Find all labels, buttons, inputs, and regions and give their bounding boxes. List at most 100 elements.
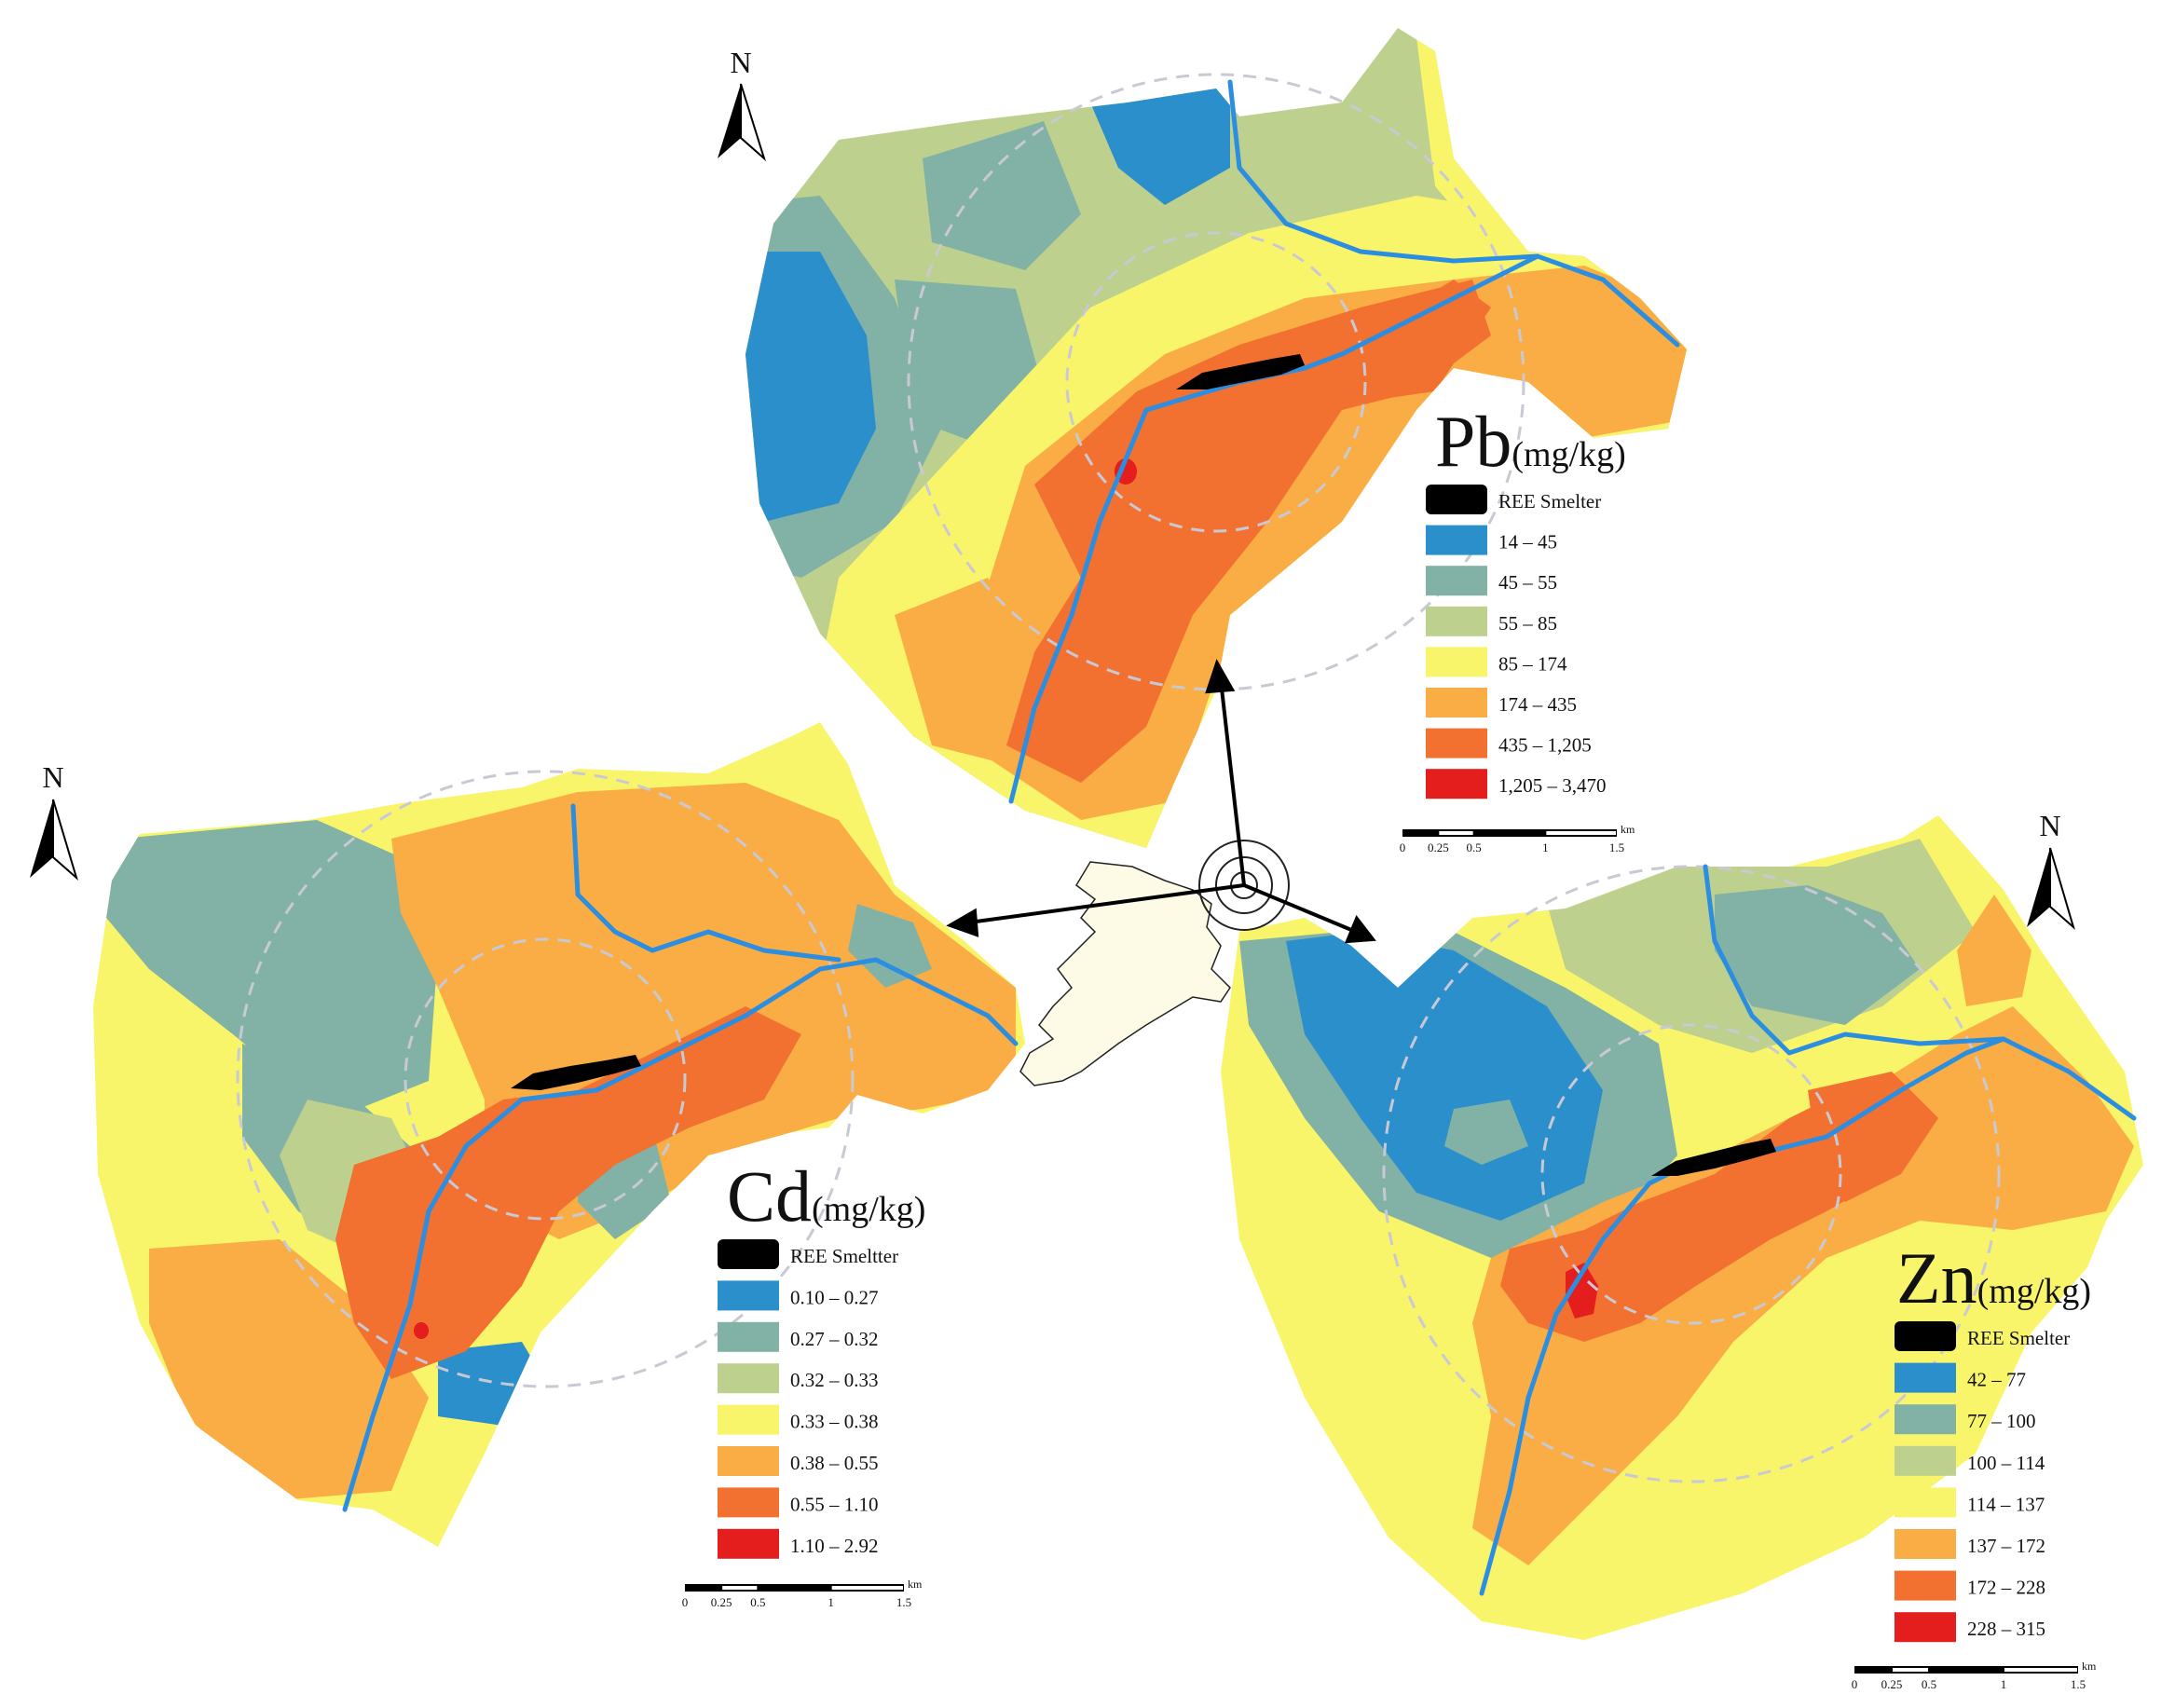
pb-legend-swatch-1 — [1426, 525, 1487, 555]
zn-legend: Zn(mg/kg) REE Smelter 42 – 77 77 – 100 100 … — [1852, 1237, 2097, 1691]
zn-zone-orange — [1472, 1006, 2134, 1565]
cd-scalebar-tick-0: 0 — [682, 1595, 689, 1609]
pb-zone-dark-orange — [1006, 280, 1491, 783]
pb-scalebar-unit: km — [1621, 823, 1635, 836]
pb-legend-label-6: 435 – 1,205 — [1498, 734, 1592, 757]
cd-scalebar-tick-3: 1 — [828, 1595, 834, 1609]
zn-zone-blue — [1286, 932, 1603, 1221]
zn-legend-label-7: 228 – 315 — [1967, 1618, 2045, 1640]
cd-ring-inner — [404, 937, 687, 1221]
zn-scalebar-unit: km — [2082, 1660, 2097, 1673]
zn-legend-swatch-7 — [1895, 1612, 1956, 1643]
cd-scalebar — [685, 1584, 904, 1592]
pb-legend-label-2: 45 – 55 — [1498, 571, 1557, 594]
cd-legend-swatch-4 — [718, 1404, 779, 1435]
zn-north-arrow: N — [2027, 809, 2075, 931]
cd-legend-swatch-7 — [718, 1528, 779, 1559]
cd-legend-element: Cd(mg/kg) — [727, 1155, 925, 1237]
zn-legend-label-6: 172 – 228 — [1967, 1577, 2045, 1599]
pb-zone-north-blue — [1090, 75, 1230, 205]
cd-river-north — [570, 803, 841, 963]
cd-legend-label-2: 0.27 – 0.32 — [790, 1328, 879, 1350]
arrow-to-pb-line — [1219, 679, 1246, 886]
arrow-to-cd-icon — [946, 908, 979, 937]
pb-north-arrow: N — [718, 46, 767, 162]
zn-legend-swatch-2 — [1895, 1404, 1956, 1435]
pb-distribution-map: N Pb(mg/kg) REE Smelter 14 – 45 45 – 55 55 … — [718, 28, 1687, 854]
zn-zone-hotspot — [1566, 1263, 1598, 1319]
pb-legend-swatch-3 — [1426, 606, 1487, 636]
cd-legend-label-6: 0.55 – 1.10 — [790, 1493, 879, 1515]
zn-scalebar-segment-1 — [2004, 1668, 2077, 1672]
zn-legend-swatch-1 — [1895, 1362, 1956, 1393]
pb-zone-north-teal — [923, 121, 1081, 270]
cd-legend-label-7: 1.10 – 2.92 — [790, 1535, 879, 1557]
zn-scalebar-segment-0 — [1893, 1668, 1928, 1672]
cd-legend-swatch-6 — [718, 1487, 779, 1518]
zn-legend-label-3: 100 – 114 — [1967, 1452, 2045, 1474]
pb-legend-label-0: REE Smelter — [1498, 490, 1601, 512]
pb-buffer-rings — [907, 73, 1525, 691]
arrow-to-zn-icon — [1344, 915, 1376, 944]
zn-legend-swatch-6 — [1895, 1570, 1956, 1601]
zn-scalebar — [1854, 1666, 2078, 1674]
pb-legend: Pb(mg/kg) REE Smelter 14 – 45 45 – 55 55 – … — [1400, 401, 1635, 854]
cd-zone-west-teal — [103, 820, 438, 1118]
cd-legend-swatch-5 — [718, 1446, 779, 1476]
pb-scalebar-tick-2: 0.5 — [1467, 840, 1482, 854]
zn-legend-element: Zn(mg/kg) — [1896, 1237, 2091, 1319]
zn-ree-smelter-polygon — [1651, 1139, 1776, 1176]
cd-zone-hotspot — [414, 1322, 429, 1339]
zn-scalebar-tick-2: 0.5 — [1922, 1677, 1936, 1691]
cd-north-arrow: N — [30, 760, 78, 881]
pb-legend-swatch-2 — [1426, 566, 1487, 596]
cd-ring-middle — [236, 770, 855, 1388]
zn-ring-middle — [1382, 865, 2001, 1483]
cd-zone-teal-north — [848, 904, 932, 988]
zn-zone-teal-pond — [1444, 1100, 1528, 1165]
cd-north-label: N — [42, 760, 63, 794]
arrow-to-cd-line — [968, 883, 1245, 924]
cd-legend-label-4: 0.33 – 0.38 — [790, 1411, 879, 1433]
pb-legend-swatch-4 — [1426, 647, 1487, 677]
zn-buffer-rings — [1382, 865, 2001, 1483]
pb-north-arrow-icon-half — [740, 83, 767, 162]
locator-ring-outer — [1198, 840, 1290, 931]
zn-legend-swatch-5 — [1895, 1529, 1956, 1559]
cd-scalebar-unit: km — [908, 1578, 923, 1591]
zn-legend-swatch-4 — [1895, 1487, 1956, 1518]
pb-legend-swatch-7 — [1426, 769, 1487, 799]
cd-legend-label-1: 0.10 – 0.27 — [790, 1286, 879, 1308]
pb-scalebar-tick-0: 0 — [1400, 840, 1406, 854]
zn-scalebar-tick-1: 0.25 — [1881, 1677, 1903, 1691]
zn-legend-label-0: REE Smelter — [1967, 1327, 2070, 1349]
pb-ring-inner — [1065, 231, 1367, 533]
cd-distribution-map: N Cd(mg/kg) REE Smeltter 0.10 – 0.27 0.27 … — [30, 722, 1025, 1609]
zn-north-arrow-icon — [2027, 848, 2050, 927]
cd-scalebar-tick-2: 0.5 — [750, 1595, 765, 1609]
pb-river-north — [1227, 79, 1540, 264]
pb-north-arrow-icon — [718, 84, 741, 158]
pb-zone-south-orange — [895, 578, 1044, 764]
cd-north-arrow-icon-half — [52, 799, 78, 881]
pb-legend-label-4: 85 – 174 — [1498, 652, 1567, 675]
zn-scalebar-tick-0: 0 — [1852, 1677, 1858, 1691]
cd-legend-label-0: REE Smeltter — [790, 1245, 898, 1267]
zn-legend-label-5: 137 – 172 — [1967, 1535, 2045, 1557]
pb-legend-swatch-6 — [1426, 728, 1487, 758]
cd-legend-label-5: 0.38 – 0.55 — [790, 1452, 879, 1474]
zn-scalebar-tick-3: 1 — [2001, 1677, 2007, 1691]
cd-legend-swatch-0 — [718, 1239, 779, 1269]
study-area-outline — [1019, 861, 1231, 1086]
cd-ree-smelter-polygon — [511, 1055, 641, 1090]
cd-scalebar-tick-4: 1.5 — [896, 1595, 911, 1609]
pb-legend-label-7: 1,205 – 3,470 — [1498, 774, 1607, 797]
zn-legend-swatch-0 — [1895, 1321, 1956, 1351]
zn-zone-east-orange — [1957, 895, 2031, 1006]
zn-legend-label-1: 42 – 77 — [1967, 1369, 2026, 1391]
pb-legend-swatch-5 — [1426, 688, 1487, 717]
cd-river-main — [342, 957, 1019, 1512]
locator-ring-mid — [1215, 856, 1273, 914]
zn-north-arrow-icon-half — [2049, 847, 2075, 931]
